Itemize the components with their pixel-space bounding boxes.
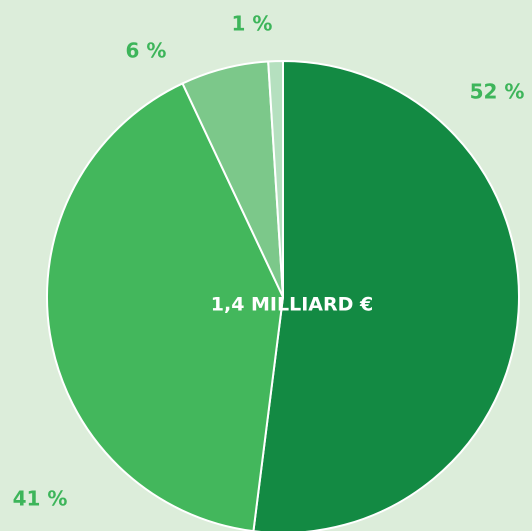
pie-slice <box>267 60 284 298</box>
center-label: 1,4 MILLIARD € <box>211 294 373 316</box>
data-label: 41 % <box>13 487 68 511</box>
data-label: 1 % <box>232 12 273 36</box>
data-label: 52 % <box>470 80 525 104</box>
pie <box>46 60 520 531</box>
data-label: 6 % <box>126 39 167 63</box>
pie-slice <box>252 60 520 531</box>
pie-slice <box>46 82 284 531</box>
